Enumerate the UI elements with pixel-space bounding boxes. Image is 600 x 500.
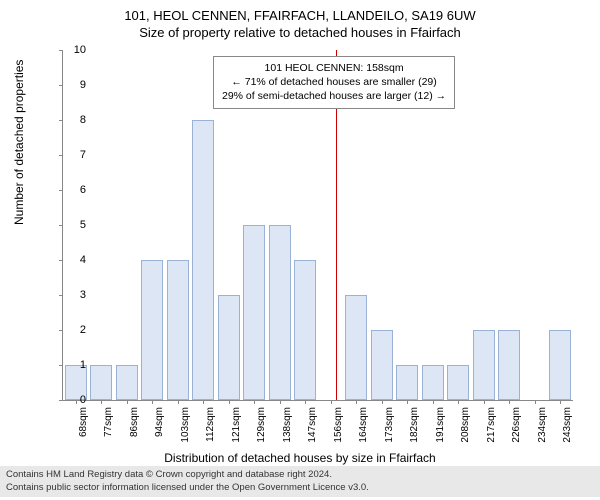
xtick-label: 77sqm bbox=[103, 407, 114, 457]
bar bbox=[167, 260, 189, 400]
xtick-mark bbox=[152, 400, 153, 404]
xtick-label: 112sqm bbox=[205, 407, 216, 457]
chart-title-line1: 101, HEOL CENNEN, FFAIRFACH, LLANDEILO, … bbox=[0, 8, 600, 23]
xtick-mark bbox=[331, 400, 332, 404]
bar bbox=[473, 330, 495, 400]
xtick-label: 121sqm bbox=[231, 407, 242, 457]
xtick-mark bbox=[203, 400, 204, 404]
xtick-label: 182sqm bbox=[409, 407, 420, 457]
xtick-mark bbox=[305, 400, 306, 404]
xtick-mark bbox=[433, 400, 434, 404]
ytick-label: 7 bbox=[56, 149, 86, 161]
footer-line2: Contains public sector information licen… bbox=[6, 482, 594, 494]
footer-attribution: Contains HM Land Registry data © Crown c… bbox=[0, 466, 600, 497]
xtick-label: 164sqm bbox=[358, 407, 369, 457]
bar bbox=[141, 260, 163, 400]
xtick-mark bbox=[509, 400, 510, 404]
bar bbox=[498, 330, 520, 400]
bar bbox=[218, 295, 240, 400]
x-axis-label: Distribution of detached houses by size … bbox=[0, 451, 600, 465]
y-axis-label: Number of detached properties bbox=[12, 60, 26, 225]
xtick-mark bbox=[535, 400, 536, 404]
chart-title-line2: Size of property relative to detached ho… bbox=[0, 25, 600, 40]
xtick-mark bbox=[229, 400, 230, 404]
xtick-mark bbox=[382, 400, 383, 404]
bar bbox=[422, 365, 444, 400]
bar bbox=[396, 365, 418, 400]
xtick-label: 86sqm bbox=[129, 407, 140, 457]
xtick-mark bbox=[254, 400, 255, 404]
annotation-line-2: ← 71% of detached houses are smaller (29… bbox=[222, 75, 446, 89]
xtick-mark bbox=[407, 400, 408, 404]
xtick-label: 173sqm bbox=[384, 407, 395, 457]
xtick-label: 226sqm bbox=[511, 407, 522, 457]
chart-container: 101, HEOL CENNEN, FFAIRFACH, LLANDEILO, … bbox=[0, 8, 600, 40]
annotation-line-3: 29% of semi-detached houses are larger (… bbox=[222, 89, 446, 103]
xtick-mark bbox=[458, 400, 459, 404]
xtick-mark bbox=[178, 400, 179, 404]
ytick-label: 1 bbox=[56, 359, 86, 371]
xtick-label: 147sqm bbox=[307, 407, 318, 457]
ytick-label: 0 bbox=[56, 394, 86, 406]
annotation-box: 101 HEOL CENNEN: 158sqm← 71% of detached… bbox=[213, 56, 455, 109]
xtick-mark bbox=[484, 400, 485, 404]
footer-line1: Contains HM Land Registry data © Crown c… bbox=[6, 469, 594, 481]
xtick-label: 129sqm bbox=[256, 407, 267, 457]
bar bbox=[447, 365, 469, 400]
bar bbox=[116, 365, 138, 400]
bar bbox=[269, 225, 291, 400]
bar bbox=[345, 295, 367, 400]
bar bbox=[192, 120, 214, 400]
xtick-mark bbox=[356, 400, 357, 404]
bar bbox=[294, 260, 316, 400]
ytick-label: 10 bbox=[56, 44, 86, 56]
xtick-label: 217sqm bbox=[486, 407, 497, 457]
xtick-mark bbox=[101, 400, 102, 404]
ytick-label: 4 bbox=[56, 254, 86, 266]
xtick-label: 208sqm bbox=[460, 407, 471, 457]
xtick-label: 68sqm bbox=[78, 407, 89, 457]
xtick-label: 234sqm bbox=[537, 407, 548, 457]
xtick-label: 243sqm bbox=[562, 407, 573, 457]
ytick-label: 6 bbox=[56, 184, 86, 196]
xtick-label: 138sqm bbox=[282, 407, 293, 457]
bar bbox=[549, 330, 571, 400]
xtick-label: 156sqm bbox=[333, 407, 344, 457]
ytick-label: 3 bbox=[56, 289, 86, 301]
ytick-label: 5 bbox=[56, 219, 86, 231]
xtick-mark bbox=[560, 400, 561, 404]
xtick-label: 191sqm bbox=[435, 407, 446, 457]
bar bbox=[243, 225, 265, 400]
xtick-label: 103sqm bbox=[180, 407, 191, 457]
annotation-line-1: 101 HEOL CENNEN: 158sqm bbox=[222, 61, 446, 75]
bar bbox=[90, 365, 112, 400]
plot-area: 101 HEOL CENNEN: 158sqm← 71% of detached… bbox=[62, 50, 573, 401]
xtick-mark bbox=[127, 400, 128, 404]
ytick-label: 9 bbox=[56, 79, 86, 91]
ytick-label: 2 bbox=[56, 324, 86, 336]
xtick-mark bbox=[280, 400, 281, 404]
bar bbox=[371, 330, 393, 400]
ytick-label: 8 bbox=[56, 114, 86, 126]
xtick-label: 94sqm bbox=[154, 407, 165, 457]
